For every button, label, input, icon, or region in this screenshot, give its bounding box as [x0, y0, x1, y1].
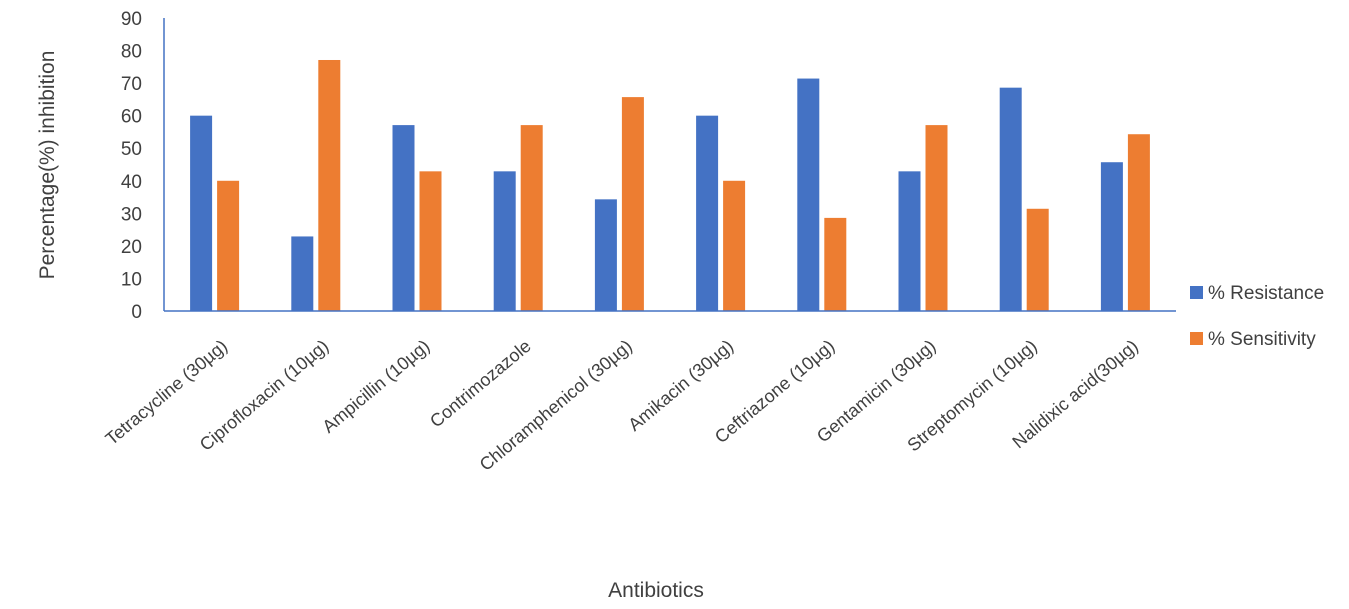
legend-swatch: [1190, 286, 1203, 299]
bar-sensitivity: [1127, 134, 1150, 311]
bar-sensitivity: [217, 180, 240, 311]
bar-sensitivity: [621, 97, 644, 311]
bar-sensitivity: [824, 217, 847, 311]
category-label: Ampicillin (10µg): [319, 336, 434, 437]
bar-sensitivity: [520, 125, 543, 311]
y-tick-label: 70: [121, 74, 142, 95]
y-axis-title: Percentage(%) inhibition: [36, 51, 59, 280]
bar-resistance: [999, 87, 1022, 312]
legend-label: % Resistance: [1208, 283, 1324, 304]
y-tick-label: 20: [121, 237, 142, 258]
category-label: Amikacin (30µg): [624, 336, 737, 435]
bar-sensitivity: [318, 59, 341, 311]
bar-resistance: [1100, 162, 1123, 311]
bar-resistance: [797, 78, 820, 311]
legend-swatch: [1190, 332, 1203, 345]
y-axis-ticks: 0 10 20 30 40 50 60 70 80 90: [121, 9, 142, 323]
legend: % Resistance % Sensitivity: [1190, 283, 1324, 350]
legend-label: % Sensitivity: [1208, 329, 1316, 350]
y-tick-label: 40: [121, 172, 142, 193]
category-labels: Tetracycline (30µg)Ciprofloxacin (10µg)A…: [102, 336, 1142, 475]
y-tick-label: 50: [121, 139, 142, 160]
y-tick-label: 0: [131, 302, 142, 323]
x-axis-title: Antibiotics: [608, 579, 704, 602]
bar-resistance: [392, 125, 415, 311]
bar-resistance: [493, 171, 516, 311]
bar-resistance: [696, 115, 719, 312]
y-tick-label: 90: [121, 9, 142, 30]
bar-sensitivity: [419, 171, 442, 311]
y-tick-label: 10: [121, 269, 142, 290]
bar-resistance: [594, 199, 617, 311]
bar-sensitivity: [723, 180, 746, 311]
bar-resistance: [291, 236, 314, 311]
bar-resistance: [898, 171, 921, 311]
y-tick-label: 60: [121, 107, 142, 128]
y-tick-label: 30: [121, 204, 142, 225]
bar-sensitivity: [1026, 208, 1049, 311]
y-tick-label: 80: [121, 42, 142, 63]
bars: [190, 59, 1150, 312]
category-label: Contrimozazole: [426, 336, 535, 432]
bar-resistance: [190, 115, 213, 312]
bar-sensitivity: [925, 125, 948, 311]
